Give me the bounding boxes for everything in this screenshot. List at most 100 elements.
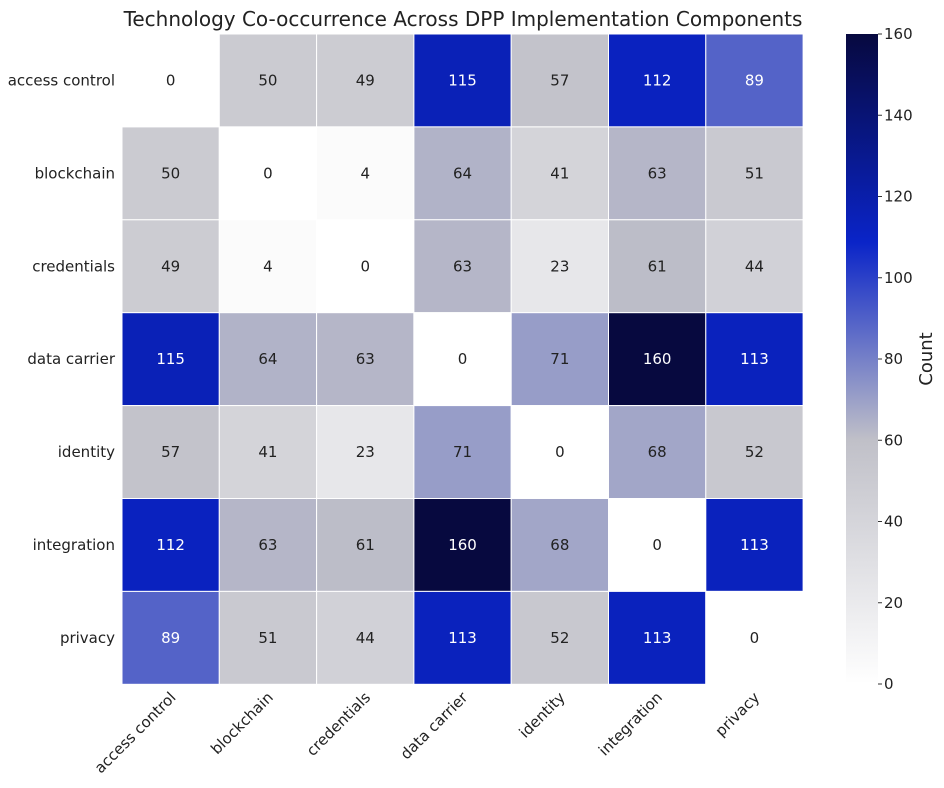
heatmap-cell [608, 126, 707, 221]
row-label: data carrier [27, 350, 115, 368]
cell-value-label: 113 [643, 629, 672, 647]
column-label: identity [515, 688, 568, 741]
cell-value-label: 89 [161, 629, 180, 647]
cell-value-label: 4 [263, 257, 273, 275]
cell-value-label: 115 [156, 350, 185, 368]
heatmap-cell [510, 498, 610, 592]
cell-value-label: 160 [643, 350, 672, 368]
heatmap-cell [510, 33, 610, 128]
colorbar-label: Count [916, 332, 937, 385]
cell-value-label: 113 [740, 536, 769, 554]
cell-value-label: 63 [258, 536, 277, 554]
heatmap-cell [218, 312, 318, 407]
cell-value-label: 89 [745, 71, 764, 89]
colorbar-tick-label: 160 [884, 25, 913, 43]
row-label: credentials [32, 257, 115, 275]
cell-value-label: 113 [740, 350, 769, 368]
row-label: blockchain [35, 164, 115, 182]
cell-value-label: 49 [356, 71, 375, 89]
row-label: access control [8, 71, 115, 89]
column-label: blockchain [207, 688, 277, 758]
heatmap-cell [510, 126, 610, 221]
heatmap-cell [316, 590, 415, 685]
column-label: data carrier [397, 688, 472, 763]
cell-value-label: 112 [156, 536, 185, 554]
colorbar-tick-label: 0 [884, 675, 894, 693]
heatmap-cell [705, 312, 804, 407]
heatmap-cell [121, 498, 220, 592]
heatmap-cell [316, 219, 415, 314]
heatmap-cell [413, 33, 512, 128]
cell-value-label: 0 [652, 536, 662, 554]
heatmap-cell [510, 590, 610, 685]
colorbar-tick-label: 20 [884, 594, 903, 612]
heatmap-cell [608, 219, 707, 314]
column-label: privacy [712, 688, 764, 740]
cell-value-label: 0 [555, 443, 565, 461]
colorbar [846, 34, 878, 684]
cell-value-label: 112 [643, 71, 672, 89]
heatmap-cell [510, 219, 610, 314]
column-label: integration [595, 688, 666, 759]
cell-value-label: 0 [360, 257, 370, 275]
heatmap-cell [316, 498, 415, 592]
heatmap-cell [316, 405, 415, 500]
chart-title: Technology Co-occurrence Across DPP Impl… [123, 7, 803, 31]
cell-value-label: 57 [550, 71, 569, 89]
heatmap-cell [218, 219, 318, 314]
cell-value-label: 0 [750, 629, 760, 647]
cell-value-label: 64 [258, 350, 277, 368]
cell-value-label: 71 [453, 443, 472, 461]
cell-value-label: 44 [745, 257, 764, 275]
heatmap-cell [316, 126, 415, 221]
heatmap-cell [121, 312, 220, 407]
row-label: privacy [60, 629, 115, 647]
heatmap-cell [316, 33, 415, 128]
heatmap-cell [413, 498, 512, 592]
cell-value-label: 61 [356, 536, 375, 554]
colorbar-tick-label: 120 [884, 188, 913, 206]
heatmap-cell [218, 498, 318, 592]
cell-value-label: 63 [356, 350, 375, 368]
heatmap-cell [218, 33, 318, 128]
cell-value-label: 44 [356, 629, 375, 647]
cell-value-label: 52 [550, 629, 569, 647]
colorbar-tick-label: 80 [884, 350, 903, 368]
heatmap-cell [121, 33, 220, 128]
colorbar-tick-label: 100 [884, 269, 913, 287]
heatmap-cell [121, 219, 220, 314]
colorbar-tick-label: 60 [884, 431, 903, 449]
column-label: access control [91, 688, 180, 777]
cell-value-label: 52 [745, 443, 764, 461]
column-labels: access control blockchain credentials data … [91, 688, 763, 777]
cell-value-label: 50 [258, 71, 277, 89]
heatmap-cell [121, 590, 220, 685]
heatmap-cell [413, 590, 512, 685]
cell-value-label: 0 [166, 71, 176, 89]
cell-value-label: 113 [448, 629, 477, 647]
cell-value-label: 41 [258, 443, 277, 461]
cell-value-label: 71 [550, 350, 569, 368]
colorbar-tick-label: 140 [884, 106, 913, 124]
row-labels: access control blockchain credentials data … [8, 71, 116, 646]
heatmap-cell [705, 405, 804, 500]
cell-value-label: 41 [550, 164, 569, 182]
cell-value-label: 57 [161, 443, 180, 461]
cell-value-label: 64 [453, 164, 472, 182]
heatmap-cell [705, 126, 804, 221]
heatmap-cells: 0 50 49 115 57 112 89 50 0 4 64 41 63 51 49 4 0 63 23 61 44 1… [121, 33, 804, 685]
heatmap-cell [705, 219, 804, 314]
cell-value-label: 50 [161, 164, 180, 182]
cell-value-label: 68 [648, 443, 667, 461]
heatmap-cell [608, 33, 707, 128]
cell-value-label: 160 [448, 536, 477, 554]
colorbar-gradient [846, 34, 878, 684]
cell-value-label: 63 [648, 164, 667, 182]
cell-value-label: 23 [550, 257, 569, 275]
cell-value-label: 49 [161, 257, 180, 275]
cell-value-label: 63 [453, 257, 472, 275]
colorbar-ticks: 0 20 40 60 80 100 120 140 160 [878, 25, 913, 693]
heatmap-cell [705, 498, 804, 592]
